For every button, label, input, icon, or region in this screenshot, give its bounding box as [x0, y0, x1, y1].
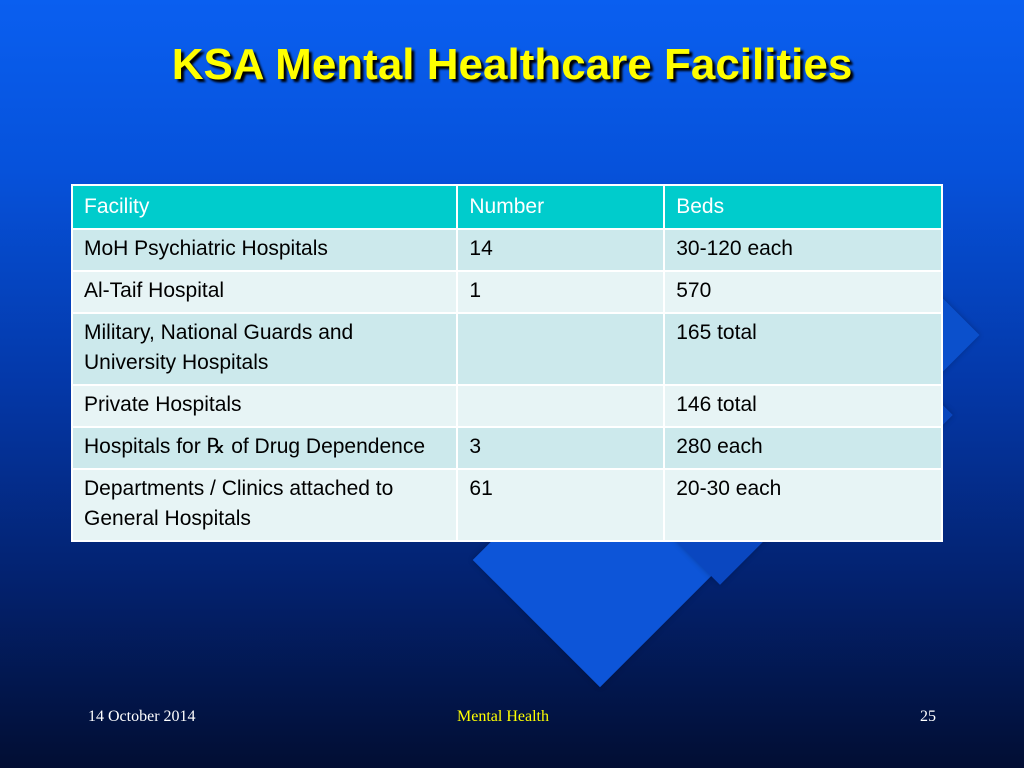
header-beds: Beds [663, 184, 943, 230]
cell-number [456, 312, 666, 386]
table-row: MoH Psychiatric Hospitals 14 30-120 each [70, 228, 943, 272]
table-row: Departments / Clinics attached to Genera… [70, 468, 943, 542]
header-facility: Facility [70, 184, 459, 230]
cell-beds: 280 each [663, 426, 943, 470]
cell-beds: 20-30 each [663, 468, 943, 542]
cell-facility: Al-Taif Hospital [70, 270, 459, 314]
cell-number: 3 [456, 426, 666, 470]
cell-facility: Hospitals for ℞ of Drug Dependence [70, 426, 459, 470]
cell-number: 14 [456, 228, 666, 272]
footer-date: 14 October 2014 [88, 708, 196, 725]
cell-number: 1 [456, 270, 666, 314]
cell-facility: Private Hospitals [70, 384, 459, 428]
cell-facility: MoH Psychiatric Hospitals [70, 228, 459, 272]
cell-facility: Departments / Clinics attached to Genera… [70, 468, 459, 542]
slide-title: KSA Mental Healthcare Facilities [171, 40, 853, 89]
footer-title: Mental Health [457, 708, 549, 725]
table-row: Hospitals for ℞ of Drug Dependence 3 280… [70, 426, 943, 470]
cell-number: 61 [456, 468, 666, 542]
table-row: Al-Taif Hospital 1 570 [70, 270, 943, 314]
page-number: 25 [920, 708, 936, 725]
cell-beds: 146 total [663, 384, 943, 428]
cell-beds: 165 total [663, 312, 943, 386]
cell-number [456, 384, 666, 428]
facilities-table: Facility Number Beds MoH Psychiatric Hos… [70, 184, 943, 542]
cell-facility: Military, National Guards and University… [70, 312, 459, 386]
header-number: Number [456, 184, 666, 230]
table-header-row: Facility Number Beds [70, 184, 943, 230]
cell-beds: 30-120 each [663, 228, 943, 272]
table-row: Private Hospitals 146 total [70, 384, 943, 428]
cell-beds: 570 [663, 270, 943, 314]
table-row: Military, National Guards and University… [70, 312, 943, 386]
